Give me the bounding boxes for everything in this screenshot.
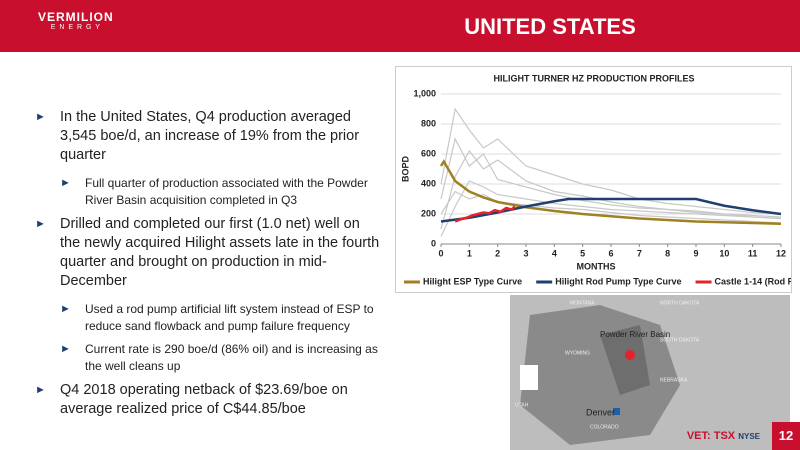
state-label: NEBRASKA (660, 377, 688, 383)
state-label: WYOMING (565, 350, 590, 356)
bullet: Q4 2018 operating netback of $23.69/boe … (35, 381, 380, 419)
x-tick-label: 4 (552, 248, 557, 258)
page-number: 12 (772, 422, 800, 450)
x-axis-label: MONTHS (577, 261, 616, 271)
y-tick-label: 800 (421, 118, 436, 128)
x-tick-label: 10 (719, 248, 729, 258)
ticker-text: VET: TSX (686, 430, 736, 442)
logo-sub: E N E R G Y (50, 24, 101, 31)
sub-bullet: Current rate is 290 boe/d (86% oil) and … (60, 341, 380, 375)
series-line (439, 159, 782, 225)
x-tick-label: 2 (495, 248, 500, 258)
ticker: VET: TSX NYSE (687, 430, 760, 442)
lake (520, 365, 538, 390)
legend-label: Castle 1-14 (Rod Pump Actual) (715, 276, 791, 286)
x-tick-label: 6 (608, 248, 613, 258)
sub-bullet: Full quarter of production associated wi… (60, 175, 380, 209)
location-dot (625, 350, 635, 360)
logo-text: VERMILION (38, 10, 114, 24)
logo: VERMILION E N E R G Y (38, 10, 114, 31)
exchange: NYSE (738, 432, 760, 441)
x-tick-label: 9 (693, 248, 698, 258)
basin-label: Powder River Basin (600, 330, 670, 339)
y-tick-label: 200 (421, 208, 436, 218)
y-tick-label: 400 (421, 178, 436, 188)
legend-label: Hilight ESP Type Curve (423, 276, 522, 286)
y-tick-label: 1,000 (413, 88, 436, 98)
x-tick-label: 11 (748, 248, 758, 258)
city-marker (613, 408, 620, 415)
well-line (440, 107, 782, 215)
header: VERMILION E N E R G Y UNITED STATES (0, 0, 800, 52)
sub-bullet: Used a rod pump artificial lift system i… (60, 301, 380, 335)
x-tick-label: 8 (665, 248, 670, 258)
state-label: COLORADO (590, 424, 619, 430)
series-line (454, 205, 516, 223)
bullet: In the United States, Q4 production aver… (35, 108, 380, 165)
state-label: UTAH (515, 402, 529, 408)
state-label: MONTANA (570, 300, 595, 306)
chart: HILIGHT TURNER HZ PRODUCTION PROFILES MO… (400, 73, 800, 286)
y-tick-label: 0 (431, 238, 436, 248)
series-line (440, 197, 782, 223)
well-line (440, 137, 782, 218)
x-tick-label: 12 (776, 248, 786, 258)
map: MONTANA NORTH DAKOTA SOUTH DAKOTA WYOMING NE… (510, 295, 790, 450)
x-tick-label: 0 (438, 248, 443, 258)
x-tick-label: 1 (467, 248, 472, 258)
x-tick-label: 3 (523, 248, 528, 258)
well-line (440, 180, 782, 237)
city-label: Denver (586, 407, 615, 417)
well-line (440, 149, 782, 230)
x-tick-label: 7 (637, 248, 642, 258)
x-tick-label: 5 (580, 248, 585, 258)
bullets: In the United States, Q4 production aver… (35, 108, 380, 429)
chart-box: HILIGHT TURNER HZ PRODUCTION PROFILES MO… (395, 66, 800, 293)
bullet: Drilled and completed our first (1.0 net… (35, 215, 380, 291)
y-axis-label: BOPD (400, 156, 410, 183)
basin-shape (600, 325, 650, 395)
chart-title: HILIGHT TURNER HZ PRODUCTION PROFILES (494, 73, 695, 83)
y-tick-label: 600 (421, 148, 436, 158)
state-label: SOUTH DAKOTA (660, 337, 700, 343)
legend-label: Hilight Rod Pump Type Curve (555, 276, 681, 286)
well-line (440, 190, 782, 224)
slide-title: UNITED STATES (464, 14, 636, 39)
state-label: NORTH DAKOTA (660, 300, 700, 306)
